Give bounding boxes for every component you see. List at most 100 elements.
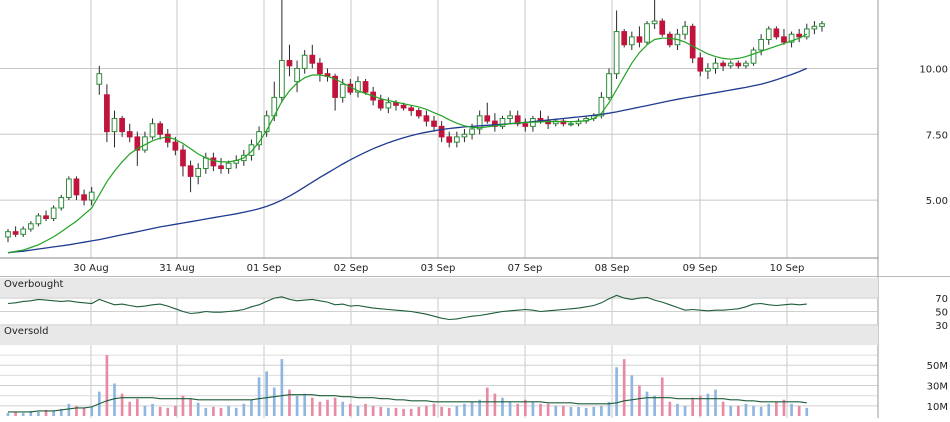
- candle-body: [423, 115, 430, 122]
- overbought-label: Overbought: [4, 279, 64, 290]
- volume-bar: [75, 405, 78, 416]
- volume-bar: [257, 377, 261, 416]
- candle-body: [66, 178, 72, 198]
- candle-body: [263, 115, 270, 133]
- candle-body: [712, 62, 719, 69]
- volume-bar: [775, 401, 778, 416]
- volume-bar: [158, 406, 162, 416]
- volume-bar: [676, 403, 679, 416]
- candle-body: [393, 102, 399, 106]
- candle-body: [499, 117, 506, 127]
- candle-body: [180, 149, 186, 167]
- candle-body: [727, 62, 734, 67]
- candle-body: [613, 31, 620, 75]
- candle-body: [431, 120, 437, 127]
- volume-bar: [645, 391, 649, 416]
- candle-body: [743, 62, 749, 67]
- candle-body: [636, 36, 643, 43]
- candle-body: [20, 228, 27, 235]
- candle-body: [355, 81, 361, 93]
- volume-bar: [455, 405, 459, 416]
- volume-bar: [387, 407, 390, 416]
- candle-body: [88, 191, 95, 201]
- volume-bar: [90, 406, 94, 416]
- volume-bar: [189, 398, 192, 416]
- volume-bar: [630, 375, 634, 416]
- volume-bar: [303, 393, 307, 416]
- volume-bar: [14, 411, 17, 416]
- candle-body: [27, 223, 34, 230]
- volume-bar: [113, 383, 116, 416]
- candle-body: [469, 128, 475, 135]
- volume-bar: [44, 409, 48, 416]
- volume-bar: [668, 401, 672, 416]
- volume-bar: [615, 367, 618, 416]
- candle-body: [279, 60, 285, 98]
- volume-bar: [592, 406, 596, 416]
- volume-bar: [478, 399, 481, 416]
- volume-bar: [782, 399, 786, 416]
- volume-bar: [326, 399, 329, 416]
- volume-bar: [318, 401, 322, 416]
- candle-body: [803, 28, 810, 38]
- osc-y-label: 30: [935, 321, 948, 332]
- candle-body: [73, 178, 80, 196]
- candle-body: [628, 36, 635, 46]
- candle-body: [796, 33, 803, 38]
- oscillator-line: [7, 294, 807, 321]
- volume-bar: [569, 406, 573, 416]
- candle-body: [705, 67, 711, 72]
- volume-bar: [135, 398, 139, 416]
- candle-body: [248, 144, 255, 156]
- volume-bar: [447, 407, 451, 416]
- x-tick-label: 07 Sep: [508, 263, 543, 274]
- volume-bar: [425, 405, 428, 416]
- vol-y-label: 10M: [927, 402, 948, 413]
- candle-body: [96, 73, 103, 85]
- volume-bar: [759, 406, 763, 416]
- volume-bar: [539, 403, 542, 416]
- volume-bar: [638, 385, 641, 416]
- volume-bar: [29, 410, 33, 416]
- volume-bar: [212, 406, 215, 416]
- candle-body: [286, 60, 293, 67]
- volume-bar: [333, 397, 337, 416]
- candle-body: [438, 125, 445, 138]
- volume-bar: [562, 405, 565, 416]
- lines: [7, 33, 808, 254]
- volume-bar: [797, 405, 801, 416]
- osc-y-label: 50: [935, 308, 948, 319]
- volume-bar: [706, 393, 710, 416]
- candle-body: [415, 110, 422, 117]
- candle-body: [12, 231, 19, 235]
- volume-bar: [501, 397, 504, 416]
- x-tick-label: 01 Sep: [247, 263, 282, 274]
- volume-bar: [554, 405, 558, 416]
- oscillator-panel: [0, 278, 878, 345]
- y-tick-label: 10.00: [919, 64, 948, 75]
- grid: [0, 0, 878, 418]
- candle-body: [210, 157, 217, 167]
- volume-bar: [698, 395, 702, 416]
- x-tick-label: 09 Sep: [683, 263, 718, 274]
- x-tick-label: 03 Sep: [421, 263, 456, 274]
- volume-bar: [440, 406, 443, 416]
- candle-body: [758, 38, 764, 51]
- candle-body: [446, 136, 453, 143]
- volume-bar: [683, 405, 687, 416]
- volume-bar: [607, 401, 611, 416]
- volume-bar: [265, 371, 268, 416]
- candle-body: [659, 20, 666, 35]
- volume-bar: [736, 405, 740, 416]
- oversold-band: [0, 324, 878, 345]
- volume-panel: [6, 355, 809, 416]
- volume-bar: [744, 403, 748, 416]
- x-tick-label: 31 Aug: [159, 263, 194, 274]
- volume-bar: [151, 403, 154, 416]
- candle-body: [377, 99, 384, 109]
- volume-bar: [432, 403, 436, 416]
- volume-bar: [622, 359, 626, 416]
- candle-body: [294, 67, 300, 83]
- volume-bar: [280, 359, 284, 416]
- volume-bar: [166, 407, 170, 416]
